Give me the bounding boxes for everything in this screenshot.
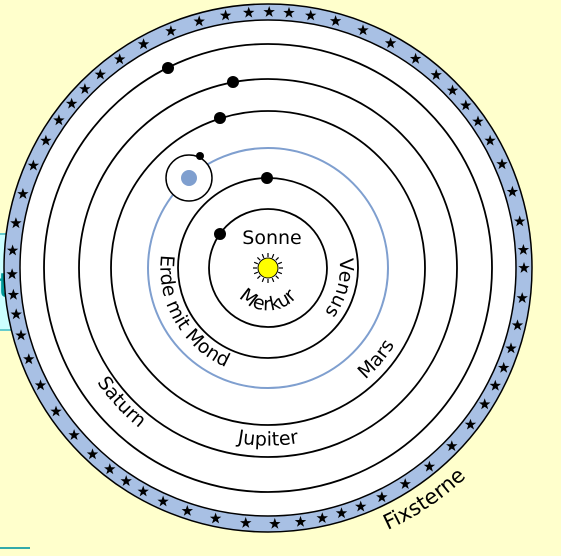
ray xyxy=(253,271,259,275)
star xyxy=(464,418,477,430)
star xyxy=(243,6,255,18)
label: Sonne xyxy=(242,227,301,249)
star xyxy=(120,475,132,486)
star xyxy=(240,517,252,528)
star xyxy=(79,83,91,94)
star xyxy=(505,342,517,354)
ray xyxy=(261,277,265,283)
star xyxy=(137,485,149,497)
star xyxy=(329,15,342,26)
ray xyxy=(256,256,261,261)
star xyxy=(157,495,169,507)
star xyxy=(53,114,65,126)
label: Jupiter xyxy=(235,426,299,451)
star xyxy=(384,37,397,49)
star xyxy=(114,53,126,65)
star xyxy=(68,429,80,440)
star xyxy=(269,517,281,529)
label-path: Jupiter xyxy=(235,426,299,451)
star xyxy=(376,491,388,503)
star xyxy=(15,329,27,341)
star xyxy=(357,24,369,36)
orbit xyxy=(78,78,458,458)
ray xyxy=(277,271,283,275)
star xyxy=(517,244,530,255)
moon xyxy=(196,152,204,160)
star xyxy=(17,188,29,199)
star xyxy=(27,159,40,171)
star xyxy=(316,512,328,523)
star xyxy=(50,405,62,417)
ray xyxy=(271,277,275,283)
star xyxy=(446,84,459,96)
star xyxy=(263,6,275,17)
star xyxy=(10,308,22,320)
ray xyxy=(277,261,283,265)
star xyxy=(104,463,116,475)
ray xyxy=(256,275,261,280)
orbit xyxy=(43,43,493,493)
planet xyxy=(162,62,174,74)
star xyxy=(518,262,530,273)
star xyxy=(399,478,411,489)
star xyxy=(94,68,106,80)
planet xyxy=(227,76,239,88)
star xyxy=(498,361,510,373)
planet xyxy=(214,228,226,240)
band-edge xyxy=(19,19,517,517)
star xyxy=(137,38,150,50)
star xyxy=(181,505,193,516)
star xyxy=(355,500,367,512)
star xyxy=(86,448,99,460)
ray xyxy=(275,256,280,261)
star xyxy=(294,515,307,527)
star xyxy=(7,288,20,300)
star xyxy=(283,6,295,18)
earth-orbit xyxy=(147,147,389,389)
star xyxy=(516,292,528,303)
orbits xyxy=(43,43,493,493)
ray xyxy=(261,253,265,259)
ray xyxy=(275,275,280,280)
star xyxy=(484,134,496,146)
star xyxy=(479,398,491,410)
star xyxy=(40,134,52,146)
star xyxy=(6,268,18,280)
star xyxy=(489,379,501,391)
star xyxy=(165,25,177,36)
star xyxy=(305,9,317,21)
ray xyxy=(271,253,275,259)
star xyxy=(209,512,222,524)
star xyxy=(472,115,484,127)
star xyxy=(23,353,35,365)
star xyxy=(506,185,519,197)
star xyxy=(446,440,458,451)
star xyxy=(65,97,78,109)
star xyxy=(335,507,348,519)
ray xyxy=(253,261,259,265)
star xyxy=(430,69,442,80)
sun xyxy=(257,257,279,279)
star xyxy=(511,319,524,331)
star xyxy=(219,9,232,21)
star xyxy=(423,460,436,472)
orbit xyxy=(208,208,328,328)
star xyxy=(6,244,19,256)
sun-rays xyxy=(253,253,283,283)
orbit xyxy=(110,110,426,426)
star xyxy=(409,52,422,64)
star xyxy=(514,215,526,227)
star xyxy=(193,15,205,27)
band-edge xyxy=(3,3,533,533)
star xyxy=(10,217,22,229)
star xyxy=(34,379,47,391)
stars xyxy=(6,6,530,529)
earth xyxy=(181,170,197,186)
planet xyxy=(214,112,226,124)
star xyxy=(496,158,508,170)
planet xyxy=(261,172,273,184)
star xyxy=(460,99,472,111)
